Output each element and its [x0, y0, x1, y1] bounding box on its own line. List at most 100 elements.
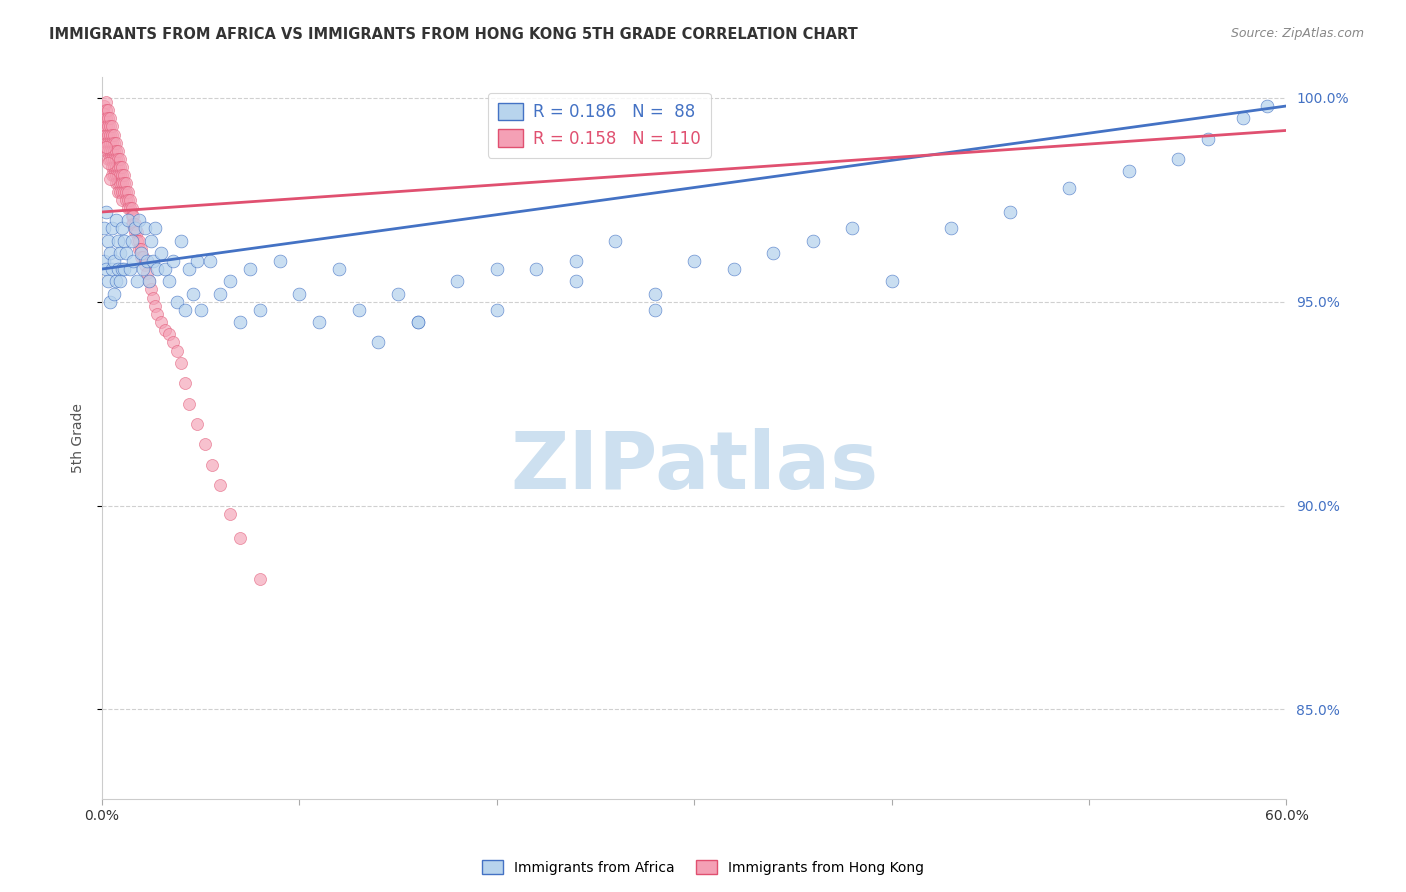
Point [111, 221, 134, 235]
Point [134, 258, 156, 272]
Point [387, 286, 409, 301]
Point [118, 193, 141, 207]
Point [94, 112, 117, 126]
Point [93, 221, 115, 235]
Point [101, 221, 124, 235]
Point [880, 274, 903, 288]
Point [111, 177, 134, 191]
Point [114, 177, 136, 191]
Point [101, 128, 124, 142]
Point [97, 156, 120, 170]
Point [107, 144, 129, 158]
Point [93, 123, 115, 137]
Point [485, 262, 508, 277]
Point [723, 262, 745, 277]
Point [136, 253, 159, 268]
Point [97, 152, 120, 166]
Point [112, 234, 135, 248]
Point [239, 262, 262, 277]
Point [132, 262, 155, 277]
Point [108, 274, 131, 288]
Point [524, 262, 547, 277]
Point [136, 266, 159, 280]
Point [998, 205, 1021, 219]
Point [347, 302, 370, 317]
Point [93, 115, 115, 129]
Point [117, 213, 139, 227]
Point [111, 160, 134, 174]
Point [1232, 112, 1254, 126]
Point [801, 234, 824, 248]
Point [101, 160, 124, 174]
Point [98, 152, 121, 166]
Point [209, 286, 232, 301]
Point [111, 193, 134, 207]
Point [94, 95, 117, 109]
Point [138, 274, 160, 288]
Point [186, 417, 208, 431]
Point [108, 245, 131, 260]
Point [157, 327, 180, 342]
Point [117, 193, 139, 207]
Point [249, 302, 271, 317]
Point [143, 299, 166, 313]
Point [108, 169, 131, 183]
Point [121, 234, 143, 248]
Point [97, 136, 120, 150]
Point [193, 437, 215, 451]
Point [98, 128, 121, 142]
Point [841, 221, 863, 235]
Point [124, 221, 146, 235]
Text: Source: ZipAtlas.com: Source: ZipAtlas.com [1230, 27, 1364, 40]
Point [153, 323, 176, 337]
Point [111, 262, 134, 277]
Point [117, 201, 139, 215]
Point [564, 253, 586, 268]
Point [131, 242, 153, 256]
Point [229, 315, 252, 329]
Point [103, 169, 125, 183]
Point [114, 185, 136, 199]
Point [104, 152, 127, 166]
Point [108, 177, 131, 191]
Point [103, 128, 125, 142]
Point [128, 242, 150, 256]
Point [762, 245, 785, 260]
Point [1167, 152, 1189, 166]
Point [190, 302, 212, 317]
Point [94, 120, 117, 134]
Point [162, 253, 184, 268]
Point [118, 201, 141, 215]
Point [173, 376, 195, 391]
Point [644, 302, 666, 317]
Point [93, 99, 115, 113]
Point [124, 217, 146, 231]
Point [104, 160, 127, 174]
Point [328, 262, 350, 277]
Point [101, 169, 124, 183]
Point [288, 286, 311, 301]
Point [112, 169, 135, 183]
Point [134, 221, 156, 235]
Legend: R = 0.186   N =  88, R = 0.158   N = 110: R = 0.186 N = 88, R = 0.158 N = 110 [488, 93, 711, 158]
Point [406, 315, 429, 329]
Point [101, 136, 124, 150]
Point [97, 144, 120, 158]
Point [103, 286, 125, 301]
Point [122, 253, 145, 268]
Point [162, 335, 184, 350]
Point [104, 144, 127, 158]
Point [249, 572, 271, 586]
Point [107, 169, 129, 183]
Legend: Immigrants from Africa, Immigrants from Hong Kong: Immigrants from Africa, Immigrants from … [477, 855, 929, 880]
Point [1256, 99, 1278, 113]
Point [229, 531, 252, 545]
Point [143, 221, 166, 235]
Point [131, 250, 153, 264]
Point [108, 185, 131, 199]
Point [1197, 131, 1219, 145]
Point [103, 144, 125, 158]
Point [112, 177, 135, 191]
Point [118, 262, 141, 277]
Point [101, 262, 124, 277]
